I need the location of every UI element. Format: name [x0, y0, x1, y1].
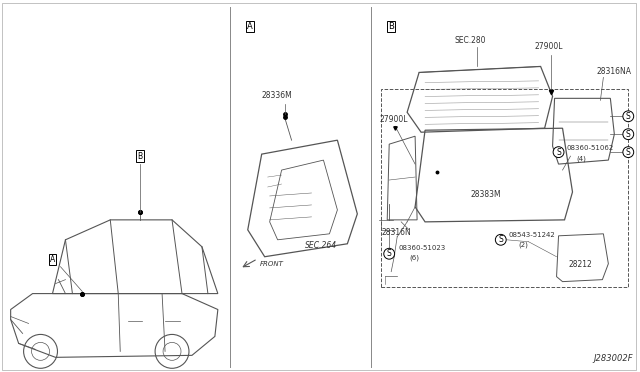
Text: 28316N: 28316N: [381, 228, 411, 237]
Text: 28336M: 28336M: [262, 92, 292, 100]
Text: A: A: [247, 22, 253, 31]
Text: B: B: [138, 152, 143, 161]
Text: S: S: [626, 130, 630, 139]
Text: S: S: [626, 148, 630, 157]
Text: 08360-51023: 08360-51023: [398, 245, 445, 251]
Text: S: S: [387, 249, 392, 258]
Text: 08543-51242: 08543-51242: [509, 232, 556, 238]
Text: (2): (2): [518, 242, 529, 248]
Text: B: B: [388, 22, 394, 31]
Text: 28383M: 28383M: [471, 190, 502, 199]
Text: S: S: [499, 235, 503, 244]
Text: 28316NA: 28316NA: [596, 67, 632, 76]
Text: FRONT: FRONT: [260, 261, 284, 267]
Text: 08360-51062: 08360-51062: [566, 145, 614, 151]
Text: S: S: [556, 148, 561, 157]
Text: 28212: 28212: [568, 260, 592, 269]
Text: 27900L: 27900L: [380, 115, 408, 124]
Text: SEC.280: SEC.280: [455, 36, 486, 45]
Text: (6): (6): [409, 255, 419, 261]
Text: A: A: [50, 255, 55, 264]
Text: 27900L: 27900L: [534, 42, 563, 51]
Text: S: S: [626, 112, 630, 121]
Text: (4): (4): [577, 155, 586, 161]
Text: J283002F: J283002F: [594, 354, 633, 363]
Text: SEC.264: SEC.264: [305, 241, 337, 250]
